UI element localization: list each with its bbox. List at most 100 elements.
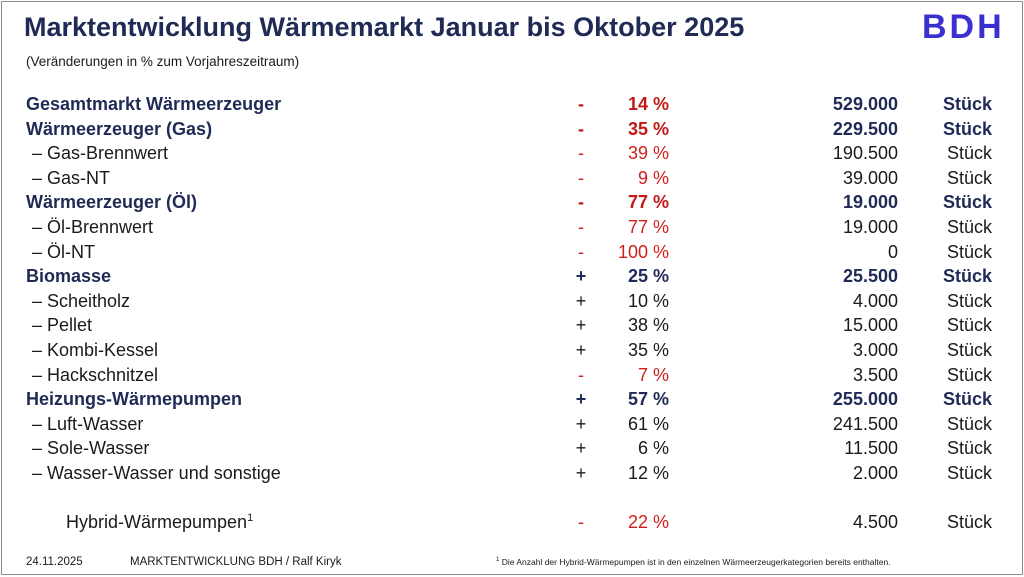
row-value: 529.000 [832, 94, 898, 114]
row-unit: Stück [946, 438, 992, 459]
row-unit: Stück [946, 216, 992, 237]
row-label: – Kombi-Kessel [32, 339, 159, 360]
row-sign: - [578, 118, 584, 139]
footnote-text: Die Anzahl der Hybrid-Wärmepumpen ist in… [499, 557, 891, 567]
row-percent: 77 % [627, 216, 669, 237]
row-percent: 57 % [627, 389, 669, 410]
page-title: Marktentwicklung Wärmemarkt Januar bis O… [24, 12, 745, 42]
table-row: – Pellet + 38 % 15.000 Stück [2, 314, 1024, 339]
table-row: – Wasser-Wasser und sonstige + 12 % 2.00… [2, 462, 1024, 487]
row-percent: 35 % [627, 118, 669, 139]
row-value: 19.000 [842, 216, 898, 237]
table-row: – Luft-Wasser + 61 % 241.500 Stück [2, 413, 1024, 438]
footer-date: 24.11.2025 [26, 556, 83, 568]
row-label: – Öl-NT [32, 241, 95, 262]
row-unit: Stück [946, 315, 992, 336]
row-unit: Stück [942, 266, 992, 287]
table-row: – Öl-NT - 100 % 0 Stück [2, 241, 1024, 266]
row-unit: Stück [942, 94, 992, 114]
row-value: 229.500 [832, 118, 898, 139]
row-sign: - [578, 143, 584, 164]
row-label: Heizungs-Wärmepumpen [26, 389, 243, 410]
row-label: Gesamtmarkt Wärmeerzeuger [26, 94, 282, 114]
row-sign: - [578, 94, 584, 114]
row-unit: Stück [946, 462, 992, 483]
row-sign: + [575, 462, 587, 483]
row-unit: Stück [946, 167, 992, 188]
row-sign: + [575, 290, 587, 311]
row-percent: 7 % [637, 364, 669, 385]
hybrid-label-text: Hybrid-Wärmepumpen [66, 511, 248, 532]
row-sign: - [578, 167, 584, 188]
row-value: 2.000 [852, 462, 898, 483]
row-unit: Stück [946, 241, 992, 262]
row-value: 3.000 [852, 339, 898, 360]
table-row: – Kombi-Kessel + 35 % 3.000 Stück [2, 339, 1024, 364]
row-value: 39.000 [842, 167, 898, 188]
row-percent: 39 % [627, 143, 669, 164]
row-sign: + [575, 266, 587, 287]
row-value: 4.500 [852, 511, 898, 532]
row-unit: Stück [942, 118, 992, 139]
row-label: Biomasse [26, 266, 112, 287]
row-percent: 22 % [627, 511, 669, 532]
row-sign: + [575, 339, 587, 360]
row-unit: Stück [942, 192, 992, 213]
row-percent: 25 % [627, 266, 669, 287]
row-unit: Stück [946, 413, 992, 434]
footnote: 1 Die Anzahl der Hybrid-Wärmepumpen ist … [496, 557, 891, 567]
row-unit: Stück [946, 143, 992, 164]
footnote-marker: 1 [247, 511, 254, 524]
row-label: Hybrid-Wärmepumpen1 [66, 512, 253, 533]
row-value: 190.500 [832, 143, 898, 164]
row-value: 255.000 [832, 389, 898, 410]
footer-credit: MARKTENTWICKLUNG BDH / Ralf Kiryk [130, 556, 342, 568]
row-value: 11.500 [844, 438, 898, 459]
row-percent: 10 % [627, 290, 669, 311]
table-row: – Gas-Brennwert - 39 % 190.500 Stück [2, 142, 1024, 167]
row-percent: 77 % [627, 192, 669, 213]
row-sign: - [578, 511, 584, 532]
row-label: – Hackschnitzel [32, 364, 159, 385]
row-value: 25.500 [842, 266, 898, 287]
row-sign: - [578, 192, 584, 213]
table-row: – Scheitholz + 10 % 4.000 Stück [2, 290, 1024, 315]
row-sign: - [578, 364, 584, 385]
row-sign: + [575, 438, 587, 459]
row-sign: + [575, 315, 587, 336]
row-label: – Sole-Wasser [32, 438, 150, 459]
row-sign: - [578, 216, 584, 237]
row-value: 241.500 [832, 413, 898, 434]
row-sign: + [575, 389, 587, 410]
row-label: – Öl-Brennwert [32, 216, 154, 237]
row-sign: - [578, 241, 584, 262]
row-label: Wärmeerzeuger (Öl) [26, 192, 198, 213]
row-label: – Luft-Wasser [32, 413, 144, 434]
row-percent: 9 % [637, 167, 669, 188]
table-row: – Gas-NT - 9 % 39.000 Stück [2, 167, 1024, 192]
table-row: Heizungs-Wärmepumpen + 57 % 255.000 Stüc… [2, 388, 1024, 413]
table-row: – Hackschnitzel - 7 % 3.500 Stück [2, 364, 1024, 389]
footnote-sup: 1 [496, 557, 500, 564]
row-percent: 35 % [627, 339, 669, 360]
row-sign: + [575, 413, 587, 434]
table-row: Wärmeerzeuger (Öl) - 77 % 19.000 Stück [2, 191, 1024, 216]
bdh-logo: BDH [922, 8, 1005, 46]
table-row: – Sole-Wasser + 6 % 11.500 Stück [2, 437, 1024, 462]
row-percent: 61 % [627, 413, 669, 434]
row-value: 3.500 [852, 364, 898, 385]
table-row: Gesamtmarkt Wärmeerzeuger - 14 % 529.000… [2, 93, 1024, 118]
row-label: Wärmeerzeuger (Gas) [26, 118, 213, 139]
row-value: 0 [887, 241, 898, 262]
row-label: – Wasser-Wasser und sonstige [32, 462, 281, 483]
table-row: Biomasse + 25 % 25.500 Stück [2, 265, 1024, 290]
row-unit: Stück [942, 389, 992, 410]
row-percent: 12 % [627, 462, 669, 483]
row-unit: Stück [946, 511, 992, 532]
row-unit: Stück [946, 364, 992, 385]
row-label: – Pellet [32, 315, 93, 336]
row-unit: Stück [946, 290, 992, 311]
row-value: 15.000 [842, 315, 898, 336]
row-percent: 38 % [627, 315, 669, 336]
